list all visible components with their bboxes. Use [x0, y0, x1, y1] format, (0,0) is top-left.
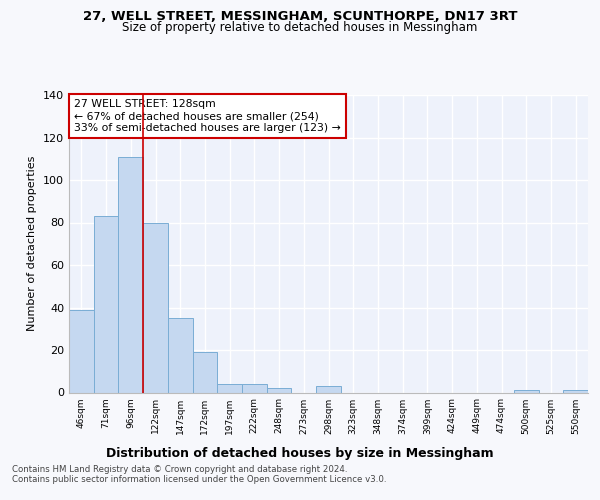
Bar [118, 156, 143, 392]
Bar [143, 222, 168, 392]
Bar [563, 390, 588, 392]
Bar [242, 384, 267, 392]
Bar [316, 386, 341, 392]
Bar [193, 352, 217, 393]
Text: Contains public sector information licensed under the Open Government Licence v3: Contains public sector information licen… [12, 475, 386, 484]
Bar [94, 216, 118, 392]
Bar [69, 310, 94, 392]
Text: 27, WELL STREET, MESSINGHAM, SCUNTHORPE, DN17 3RT: 27, WELL STREET, MESSINGHAM, SCUNTHORPE,… [83, 10, 517, 23]
Text: 27 WELL STREET: 128sqm
← 67% of detached houses are smaller (254)
33% of semi-de: 27 WELL STREET: 128sqm ← 67% of detached… [74, 100, 341, 132]
Text: Distribution of detached houses by size in Messingham: Distribution of detached houses by size … [106, 448, 494, 460]
Bar [514, 390, 539, 392]
Bar [217, 384, 242, 392]
Text: Contains HM Land Registry data © Crown copyright and database right 2024.: Contains HM Land Registry data © Crown c… [12, 465, 347, 474]
Text: Size of property relative to detached houses in Messingham: Size of property relative to detached ho… [122, 21, 478, 34]
Bar [267, 388, 292, 392]
Y-axis label: Number of detached properties: Number of detached properties [28, 156, 37, 332]
Bar [168, 318, 193, 392]
